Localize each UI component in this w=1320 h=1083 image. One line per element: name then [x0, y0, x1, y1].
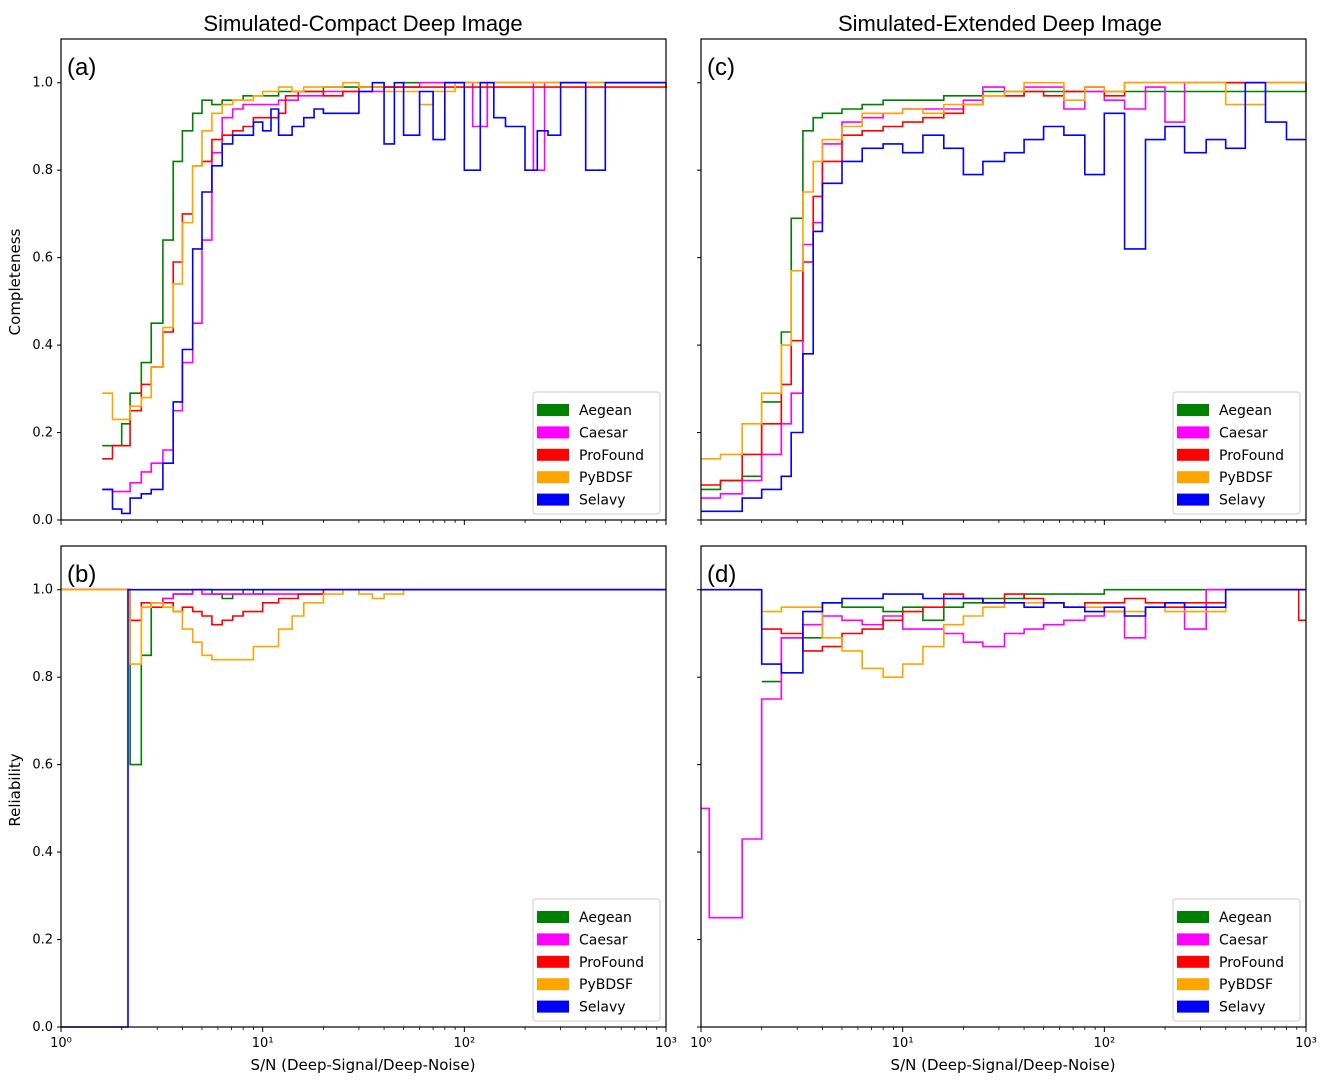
x-tick-label: 10⁰	[690, 1036, 712, 1051]
y-tick-label: 0.4	[32, 845, 53, 860]
legend-label-pybdsf: PyBDSF	[1219, 470, 1273, 486]
y-tick-label: 1.0	[32, 583, 53, 598]
legend: Aegean Caesar ProFound PyBDSF Selavy	[1172, 391, 1301, 515]
legend-swatch-selavy	[1177, 1000, 1209, 1013]
legend-label-pybdsf: PyBDSF	[1219, 977, 1273, 993]
legend-swatch-selavy	[1177, 493, 1209, 506]
legend-label-profound: ProFound	[579, 955, 644, 971]
legend-swatch-caesar	[537, 933, 569, 946]
x-tick-label: 10²	[1093, 1036, 1115, 1051]
legend-label-caesar: Caesar	[1219, 425, 1268, 441]
legend-swatch-aegean	[1177, 404, 1209, 416]
y-tick-label: 0.4	[32, 338, 53, 353]
series-pybdsf-d	[701, 588, 1306, 678]
ylabel-reliability: Reliability	[6, 753, 24, 826]
legend-label-pybdsf: PyBDSF	[579, 977, 633, 993]
axes-frame	[60, 38, 667, 521]
panel-d: 10⁰ 10¹ 10² 10³ (d) Aegean Caesar ProFound PyBDS…	[690, 545, 1317, 1051]
series-caesar-a	[102, 81, 666, 493]
legend-label-selavy: Selavy	[579, 493, 626, 509]
y-tick-label: 1.0	[32, 76, 53, 91]
legend-label-profound: ProFound	[579, 448, 644, 464]
panel-c: (c) Aegean Caesar ProFound PyBDSF Selavy	[697, 38, 1307, 525]
legend: Aegean Caesar ProFound PyBDSF Selavy	[532, 391, 661, 515]
legend-swatch-pybdsf	[1177, 978, 1209, 991]
legend-swatch-selavy	[537, 493, 569, 506]
axes-frame	[60, 545, 667, 1028]
y-tick-label: 0.6	[32, 758, 53, 773]
x-tick-label: 10¹	[252, 1036, 274, 1051]
legend-swatch-profound	[1177, 955, 1209, 968]
legend-box	[1172, 391, 1301, 515]
panel-label: (c)	[707, 54, 735, 81]
panel-label: (a)	[67, 54, 96, 81]
legend-box	[532, 391, 661, 515]
legend-label-aegean: Aegean	[1219, 403, 1272, 419]
legend-label-selavy: Selavy	[1219, 493, 1266, 509]
y-tick-label: 0.6	[32, 251, 53, 266]
legend-swatch-aegean	[1177, 911, 1209, 923]
legend-box	[1172, 898, 1301, 1022]
panel-b: 0.0 0.2 0.4 0.6 0.8 1.0 10⁰ 10¹ 10² 10³ (b) Aegean C…	[32, 545, 677, 1051]
series-pybdsf-c	[701, 81, 1306, 460]
legend-label-profound: ProFound	[1219, 448, 1284, 464]
legend-swatch-profound	[537, 448, 569, 461]
column-title-extended: Simulated-Extended Deep Image	[838, 11, 1162, 36]
axes-frame	[700, 38, 1307, 521]
axes-frame	[700, 545, 1307, 1028]
legend-label-aegean: Aegean	[579, 403, 632, 419]
series-selavy-d	[701, 588, 1306, 674]
x-tick-label: 10³	[655, 1036, 677, 1051]
panel-label: (b)	[67, 561, 96, 588]
legend-swatch-aegean	[537, 404, 569, 416]
legend-label-selavy: Selavy	[579, 1000, 626, 1016]
column-title-compact: Simulated-Compact Deep Image	[203, 11, 522, 36]
legend-label-caesar: Caesar	[1219, 932, 1268, 948]
legend-swatch-caesar	[1177, 426, 1209, 439]
legend-swatch-profound	[537, 955, 569, 968]
legend-swatch-profound	[1177, 448, 1209, 461]
x-tick-label: 10²	[453, 1036, 475, 1051]
legend-label-aegean: Aegean	[1219, 910, 1272, 926]
legend: Aegean Caesar ProFound PyBDSF Selavy	[1172, 898, 1301, 1022]
legend-label-pybdsf: PyBDSF	[579, 470, 633, 486]
panel-label: (d)	[707, 561, 736, 588]
xlabel-left: S/N (Deep-Signal/Deep-Noise)	[251, 1056, 476, 1074]
panels: 0.0 0.2 0.4 0.6 0.8 1.0 (a) Aegean Caesar ProFoun…	[32, 38, 1317, 1051]
xlabel-right: S/N (Deep-Signal/Deep-Noise)	[891, 1056, 1116, 1074]
y-tick-label: 0.8	[32, 163, 53, 178]
legend-label-selavy: Selavy	[1219, 1000, 1266, 1016]
series-caesar-d	[701, 588, 1306, 919]
legend-swatch-pybdsf	[537, 978, 569, 991]
legend-label-aegean: Aegean	[579, 910, 632, 926]
legend-swatch-caesar	[537, 426, 569, 439]
legend-swatch-pybdsf	[537, 471, 569, 484]
legend: Aegean Caesar ProFound PyBDSF Selavy	[532, 898, 661, 1022]
series-pybdsf-b	[61, 588, 666, 665]
series-selavy-c	[701, 81, 1306, 513]
legend-swatch-caesar	[1177, 933, 1209, 946]
y-tick-label: 0.8	[32, 670, 53, 685]
series-profound-a	[102, 82, 667, 460]
y-tick-label: 0.0	[32, 1020, 53, 1035]
legend-swatch-selavy	[537, 1000, 569, 1013]
y-tick-label: 0.2	[32, 426, 53, 441]
series-selavy-a	[102, 81, 666, 515]
y-tick-label: 0.2	[32, 933, 53, 948]
legend-box	[532, 898, 661, 1022]
legend-swatch-aegean	[537, 911, 569, 923]
ylabel-completeness: Completeness	[6, 228, 24, 335]
legend-swatch-pybdsf	[1177, 471, 1209, 484]
x-tick-label: 10¹	[892, 1036, 914, 1051]
legend-label-caesar: Caesar	[579, 425, 628, 441]
y-tick-label: 0.0	[32, 513, 53, 528]
x-tick-label: 10⁰	[50, 1036, 72, 1051]
legend-label-profound: ProFound	[1219, 955, 1284, 971]
series-aegean-b	[61, 588, 666, 766]
x-tick-label: 10³	[1295, 1036, 1317, 1051]
panel-a: 0.0 0.2 0.4 0.6 0.8 1.0 (a) Aegean Caesar ProFoun…	[32, 38, 667, 528]
legend-label-caesar: Caesar	[579, 932, 628, 948]
